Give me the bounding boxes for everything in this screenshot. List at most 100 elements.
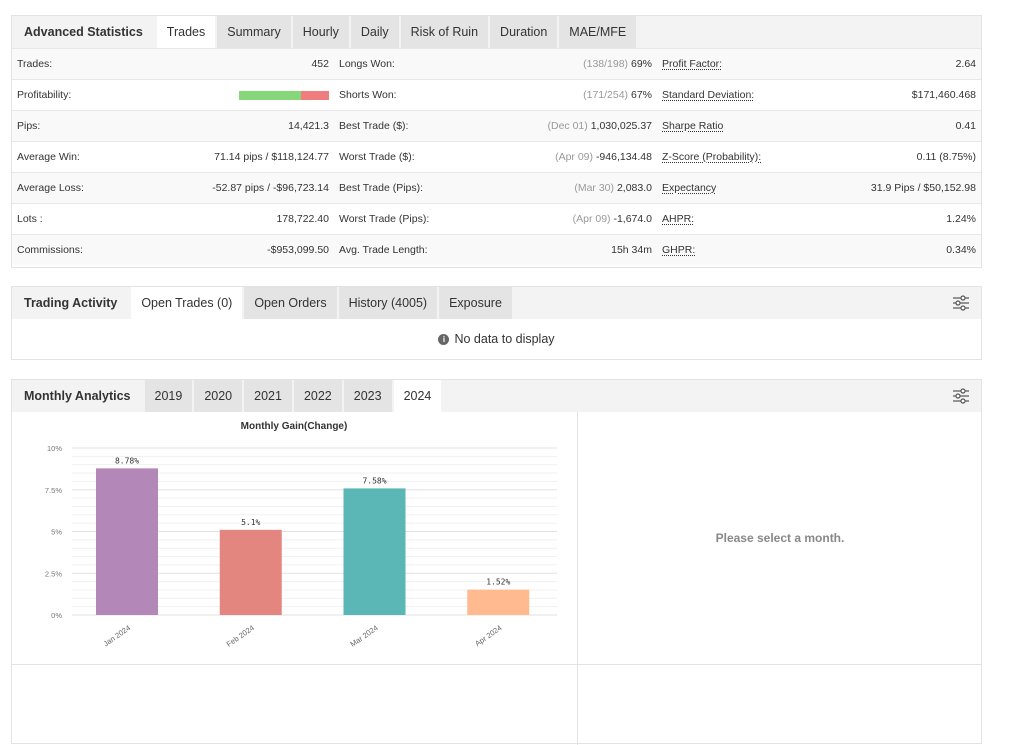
monthly-gain-chart: Monthly Gain(Change) 0% 2.5% 5% 7.5% 10% 8.78%… <box>45 421 557 649</box>
stat-label: Lots : <box>12 203 192 235</box>
stat-label-text[interactable]: Expectancy <box>662 182 717 194</box>
stat-detail: (171/254) <box>583 89 629 101</box>
stat-value-text: 67% <box>630 89 652 101</box>
bar-value-label: 8.78% <box>115 456 139 465</box>
stat-label: Pips: <box>12 110 192 142</box>
info-icon: i <box>438 333 450 345</box>
stat-value: 71.14 pips / $118,124.77 <box>192 141 334 173</box>
profitability-bar <box>239 90 329 100</box>
trading-activity-panel: Trading Activity Open Trades (0) Open Ord… <box>11 286 982 360</box>
stat-detail: (Dec 01) <box>547 120 588 132</box>
tab-hourly[interactable]: Hourly <box>290 16 349 48</box>
tab-2022[interactable]: 2022 <box>291 380 342 412</box>
stat-label-link[interactable]: Profit Factor: <box>657 48 807 80</box>
stat-value-text: -946,134.48 <box>595 151 652 163</box>
stat-detail: (Apr 09) <box>555 151 594 163</box>
profitability-bar-cell <box>192 79 334 111</box>
chart-bar <box>219 529 282 615</box>
tab-exposure[interactable]: Exposure <box>437 287 512 319</box>
y-tick-label: 0% <box>51 611 62 620</box>
tab-2024[interactable]: 2024 <box>391 380 442 412</box>
stat-value: (Apr 09) -946,134.48 <box>486 141 657 173</box>
stat-label-text[interactable]: Profit Factor: <box>662 58 723 70</box>
stat-label-link[interactable]: Expectancy <box>657 172 807 204</box>
stat-label-text[interactable]: Standard Deviation: <box>662 89 755 101</box>
advanced-statistics-table: Trades: 452 Longs Won: (138/198) 69% Profit … <box>12 48 981 265</box>
stat-detail: (Mar 30) <box>574 182 615 194</box>
trading-activity-tabbar: Trading Activity Open Trades (0) Open Ord… <box>12 287 981 319</box>
stat-value-text: 15h 34m <box>611 244 652 256</box>
stat-label-text[interactable]: Sharpe Ratio <box>662 120 724 132</box>
stat-value: 31.9 Pips / $50,152.98 <box>807 172 981 204</box>
monthly-analytics-panel: Monthly Analytics 2019 2020 2021 2022 2023 20… <box>11 379 982 745</box>
tab-open-trades-0[interactable]: Open Trades (0) <box>129 287 243 319</box>
advanced-statistics-title: Advanced Statistics <box>24 25 143 39</box>
x-tick-label: Mar 2024 <box>349 623 380 649</box>
stat-label-link[interactable]: GHPR: <box>657 234 807 265</box>
monthly-bottom-left-cell <box>12 664 578 745</box>
stat-value-text: 1,030,025.37 <box>590 120 652 132</box>
stat-detail: (Apr 09) <box>572 213 611 225</box>
y-tick-label: 5% <box>51 528 62 537</box>
stat-label-text[interactable]: GHPR: <box>662 244 696 256</box>
tab-summary[interactable]: Summary <box>215 16 291 48</box>
stat-label: Shorts Won: <box>334 79 486 111</box>
stat-value-text: 69% <box>630 58 652 70</box>
tab-risk-of-ruin[interactable]: Risk of Ruin <box>398 16 489 48</box>
stat-value: (138/198) 69% <box>486 48 657 80</box>
chart-title: Monthly Gain(Change) <box>241 421 348 432</box>
stat-label-link[interactable]: AHPR: <box>657 203 807 235</box>
tab-2020[interactable]: 2020 <box>192 380 243 412</box>
tab-open-orders[interactable]: Open Orders <box>242 287 337 319</box>
tab-trades[interactable]: Trades <box>154 16 216 48</box>
monthly-analytics-title: Monthly Analytics <box>24 389 131 403</box>
stat-value: 15h 34m <box>486 234 657 265</box>
stat-label-text[interactable]: Z-Score (Probability): <box>662 151 762 163</box>
stat-value: $171,460.468 <box>807 79 981 111</box>
tab-2019[interactable]: 2019 <box>142 380 193 412</box>
stat-value: 14,421.3 <box>192 110 334 142</box>
stat-label: Longs Won: <box>334 48 486 80</box>
stats-row: Lots :178,722.40 Worst Trade (Pips): (Apr … <box>12 203 981 235</box>
stat-label: Best Trade ($): <box>334 110 486 142</box>
stat-value: 452 <box>192 48 334 80</box>
monthly-gain-chart-area: Monthly Gain(Change) 0% 2.5% 5% 7.5% 10% 8.78%… <box>12 412 578 664</box>
stat-detail: (138/198) <box>583 58 629 70</box>
chart-bar <box>96 468 158 615</box>
tab-mae-mfe[interactable]: MAE/MFE <box>557 16 637 48</box>
stats-row: Trades: 452 Longs Won: (138/198) 69% Profit … <box>12 48 981 80</box>
tab-history-4005[interactable]: History (4005) <box>336 287 438 319</box>
stat-label-link[interactable]: Sharpe Ratio <box>657 110 807 142</box>
stat-label-text[interactable]: AHPR: <box>662 213 695 225</box>
stat-label: Profitability: <box>12 79 192 111</box>
tab-duration[interactable]: Duration <box>488 16 558 48</box>
stats-row: Average Loss: -52.87 pips / -$96,723.14 Be… <box>12 172 981 204</box>
y-tick-label: 2.5% <box>45 569 62 578</box>
stat-value-text: 2,083.0 <box>616 182 652 194</box>
chart-bar <box>343 488 406 615</box>
stat-label-link[interactable]: Z-Score (Probability): <box>657 141 807 173</box>
x-tick-label: Feb 2024 <box>225 623 256 649</box>
stat-label: Best Trade (Pips): <box>334 172 486 204</box>
stat-value: 1.24% <box>807 203 981 235</box>
stat-label: Trades: <box>12 48 192 80</box>
tab-daily[interactable]: Daily <box>348 16 399 48</box>
tab-2021[interactable]: 2021 <box>242 380 292 412</box>
no-data-text: No data to display <box>454 332 555 346</box>
stat-value: (Dec 01) 1,030,025.37 <box>486 110 657 142</box>
no-data-message: i No data to display <box>12 319 981 359</box>
stat-value: 2.64 <box>807 48 981 80</box>
filter-settings-icon[interactable] <box>951 294 971 312</box>
stat-label-link[interactable]: Standard Deviation: <box>657 79 807 111</box>
stat-value-text: -1,674.0 <box>613 213 652 225</box>
select-month-prompt: Please select a month. <box>715 531 845 545</box>
filter-settings-icon[interactable] <box>951 387 971 405</box>
stats-row: Commissions: -$953,099.50 Avg. Trade Lengt… <box>12 234 981 265</box>
stat-label: Worst Trade ($): <box>334 141 486 173</box>
stat-value: 0.34% <box>807 234 981 265</box>
stat-label: Commissions: <box>12 234 192 265</box>
stat-value: (Apr 09) -1,674.0 <box>486 203 657 235</box>
stats-row: Average Win: 71.14 pips / $118,124.77 Wors… <box>12 141 981 173</box>
bar-value-label: 7.58% <box>362 476 386 485</box>
tab-2023[interactable]: 2023 <box>341 380 392 412</box>
